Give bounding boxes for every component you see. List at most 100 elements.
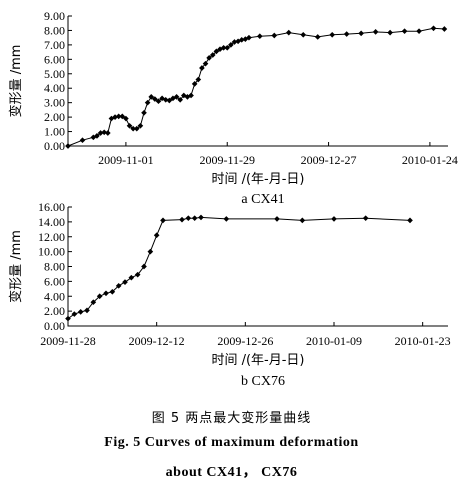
x-tick-label: 2009-12-26	[217, 334, 273, 348]
data-point	[79, 137, 86, 144]
data-point	[84, 307, 90, 314]
data-point	[191, 81, 198, 87]
data-point	[71, 311, 78, 317]
data-point	[199, 65, 205, 71]
y-tick-label: 1.00	[44, 125, 65, 139]
data-point	[372, 29, 379, 35]
y-tick-label: 3.00	[44, 96, 65, 110]
data-point	[115, 113, 122, 120]
y-tick-label: 6.00	[44, 274, 65, 288]
series-line	[67, 27, 445, 147]
x-tick-label: 2010-01-23	[395, 334, 451, 348]
chart-subtitle: b CX76	[241, 374, 285, 389]
data-point	[109, 288, 116, 295]
data-point	[166, 97, 173, 104]
x-tick-label: 2009-11-29	[199, 153, 255, 167]
y-tick-label: 12.00	[38, 230, 65, 244]
y-tick-label: 4.00	[44, 289, 65, 303]
data-point	[155, 98, 162, 105]
data-point	[148, 94, 155, 100]
data-point	[256, 33, 263, 40]
axis-lines	[67, 207, 448, 327]
y-tick-label: 5.00	[44, 67, 65, 81]
data-point	[147, 248, 154, 255]
y-tick-label: 6.00	[44, 52, 65, 66]
data-point	[299, 217, 306, 224]
data-point	[416, 28, 422, 34]
data-point	[128, 274, 135, 281]
y-tick-label: 9.00	[44, 9, 65, 23]
x-tick-label: 2010-01-09	[306, 334, 362, 348]
data-point	[137, 122, 144, 129]
data-point	[134, 271, 141, 278]
data-point	[123, 115, 129, 122]
data-point	[65, 315, 71, 322]
y-axis-label: 变形量 /mm	[8, 230, 24, 303]
y-tick-label: 7.00	[44, 38, 65, 52]
series-line	[67, 216, 411, 320]
chart-cx41: 0.001.002.003.004.005.006.007.008.009.00…	[8, 9, 458, 207]
figure-caption-cn: 图 5 两点最大变形量曲线	[151, 411, 312, 426]
data-point	[191, 215, 198, 221]
x-tick-label: 2010-01-24	[402, 153, 458, 167]
y-tick-label: 0.00	[44, 139, 65, 153]
y-tick-label: 10.00	[38, 245, 65, 259]
data-point	[144, 99, 151, 106]
data-point	[223, 216, 230, 222]
x-tick-label: 2009-12-12	[129, 334, 185, 348]
data-point	[141, 263, 147, 270]
data-point	[103, 290, 109, 297]
data-point	[65, 143, 71, 149]
y-tick-label: 14.00	[38, 215, 65, 229]
data-point	[430, 25, 437, 32]
data-point	[300, 31, 307, 38]
y-tick-label: 4.00	[44, 81, 65, 95]
data-point	[362, 215, 369, 221]
data-point	[401, 28, 408, 34]
data-point	[153, 232, 160, 239]
data-point	[97, 130, 104, 136]
y-tick-label: 2.00	[44, 304, 65, 318]
data-point	[177, 96, 184, 103]
data-point	[441, 26, 448, 32]
figure-caption-en-line2: about CX41， CX76	[165, 465, 298, 480]
data-point	[343, 31, 350, 37]
y-tick-label: 16.00	[38, 200, 65, 214]
y-tick-label: 8.00	[44, 23, 65, 37]
data-point	[285, 29, 292, 36]
data-point	[96, 293, 103, 300]
data-point	[358, 30, 364, 37]
data-point	[119, 113, 126, 120]
x-tick-label: 2009-12-27	[301, 153, 357, 167]
data-point	[141, 109, 147, 116]
data-point	[160, 217, 166, 224]
figure-caption-en-line1: Fig. 5 Curves of maximum deformation	[104, 435, 359, 450]
data-point	[314, 34, 321, 40]
data-point	[112, 114, 118, 120]
data-point	[331, 216, 337, 222]
data-point	[77, 309, 84, 315]
data-point	[407, 217, 413, 224]
x-tick-label: 2009-11-28	[40, 334, 96, 348]
data-point	[94, 133, 100, 139]
y-axis-label: 变形量 /mm	[8, 45, 24, 118]
data-point	[101, 129, 108, 136]
data-point	[115, 283, 122, 289]
data-point	[173, 94, 180, 100]
figure-canvas: 0.001.002.003.004.005.006.007.008.009.00…	[8, 9, 458, 389]
data-point	[274, 216, 280, 222]
data-point	[271, 32, 278, 39]
x-axis-label: 时间 /(年-月-日)	[211, 172, 304, 187]
data-point	[329, 31, 336, 38]
data-point	[185, 215, 192, 221]
x-axis-label: 时间 /(年-月-日)	[211, 353, 304, 368]
data-point	[387, 29, 393, 36]
data-point	[104, 130, 111, 136]
data-point	[195, 76, 202, 83]
y-tick-label: 8.00	[44, 260, 65, 274]
y-tick-label: 2.00	[44, 110, 65, 124]
chart-subtitle: a CX41	[241, 192, 284, 207]
y-tick-label: 0.00	[44, 319, 65, 333]
data-point	[198, 214, 204, 221]
x-tick-label: 2009-11-01	[98, 153, 154, 167]
